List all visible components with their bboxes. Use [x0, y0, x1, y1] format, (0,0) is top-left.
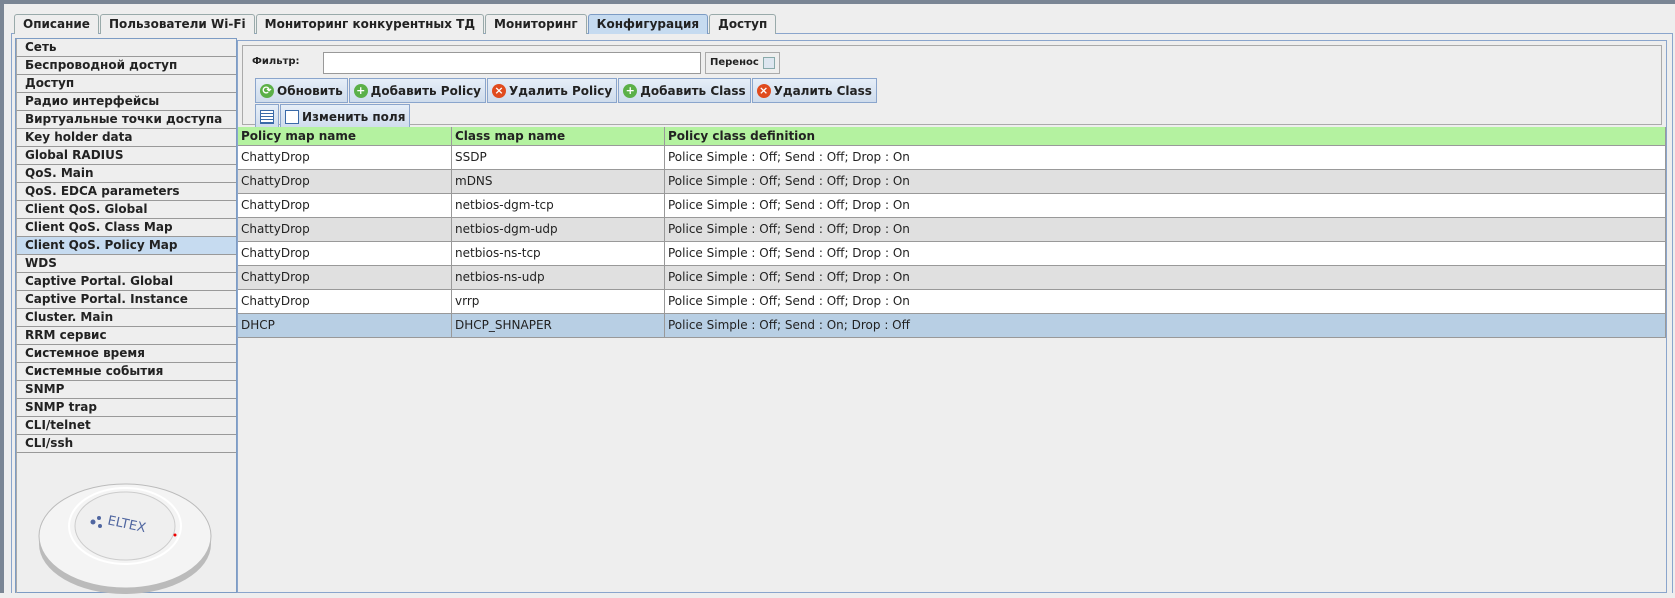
tab-5[interactable]: Доступ [709, 14, 777, 34]
refresh-label: Обновить [277, 83, 343, 98]
table-row[interactable]: ChattyDrop SSDP Police Simple : Off; Send … [238, 146, 1666, 170]
window-top-border [0, 0, 1675, 4]
table-cell: Police Simple : Off; Send : Off; Drop : … [665, 266, 1666, 289]
table-row[interactable]: DHCP DHCP_SHNAPER Police Simple : Off; Sen… [238, 314, 1666, 338]
tab-0[interactable]: Описание [14, 14, 99, 34]
refresh-icon: ⟳ [260, 83, 274, 98]
edit-fields-button[interactable]: Изменить поля [280, 104, 411, 129]
sidebar-item[interactable]: Captive Portal. Global [16, 273, 236, 291]
sidebar-item[interactable]: CLI/telnet [16, 417, 236, 435]
table-row[interactable]: ChattyDrop netbios-dgm-udp Police Simple :… [238, 218, 1666, 242]
sidebar-item[interactable]: Доступ [16, 75, 236, 93]
table-cell: Police Simple : Off; Send : Off; Drop : … [665, 290, 1666, 313]
table-cell: DHCP [238, 314, 452, 337]
table-cell: ChattyDrop [238, 218, 452, 241]
table-row[interactable]: ChattyDrop vrrp Police Simple : Off; Send … [238, 290, 1666, 314]
table-cell: Police Simple : Off; Send : Off; Drop : … [665, 170, 1666, 193]
sidebar-item[interactable]: Global RADIUS [16, 147, 236, 165]
tab-3[interactable]: Мониторинг [485, 14, 587, 34]
delete-policy-button[interactable]: × Удалить Policy [487, 78, 618, 103]
delete-icon: × [756, 83, 771, 98]
delete-policy-label: Удалить Policy [509, 83, 613, 98]
policy-map-panel: Фильтр: Перенос ⟳ Обновить + Добавить Poli… [237, 40, 1667, 593]
table-cell: ChattyDrop [238, 194, 452, 217]
table-cell: Police Simple : Off; Send : Off; Drop : … [665, 218, 1666, 241]
wrap-label: Перенос [710, 57, 759, 68]
sidebar-item[interactable]: RRM сервис [16, 327, 236, 345]
device-image: ELTEX [38, 483, 212, 594]
delete-icon: × [492, 83, 507, 98]
column-header[interactable]: Class map name [452, 127, 665, 145]
table-cell: ChattyDrop [238, 266, 452, 289]
sidebar-item[interactable]: Беспроводной доступ [16, 57, 236, 75]
checkbox-icon[interactable] [762, 57, 775, 69]
filter-input[interactable] [323, 52, 701, 74]
list-icon [260, 109, 274, 124]
table-cell: vrrp [452, 290, 665, 313]
column-header[interactable]: Policy map name [238, 127, 452, 145]
sidebar-item[interactable]: SNMP [16, 381, 236, 399]
refresh-button[interactable]: ⟳ Обновить [255, 78, 348, 103]
wrap-checkbox[interactable]: Перенос [705, 52, 780, 74]
table-row[interactable]: ChattyDrop mDNS Police Simple : Off; Send … [238, 170, 1666, 194]
add-class-button[interactable]: + Добавить Class [618, 78, 751, 103]
table-cell: DHCP_SHNAPER [452, 314, 665, 337]
table-row[interactable]: ChattyDrop netbios-ns-tcp Police Simple : … [238, 242, 1666, 266]
table-cell: ChattyDrop [238, 146, 452, 169]
table-cell: netbios-ns-tcp [452, 242, 665, 265]
table-cell: netbios-ns-udp [452, 266, 665, 289]
table-cell: SSDP [452, 146, 665, 169]
tab-2[interactable]: Мониторинг конкурентных ТД [255, 14, 485, 34]
table-cell: Police Simple : Off; Send : Off; Drop : … [665, 242, 1666, 265]
edit-fields-label: Изменить поля [302, 109, 406, 124]
table-cell: ChattyDrop [238, 242, 452, 265]
sidebar-item[interactable]: Captive Portal. Instance [16, 291, 236, 309]
content-frame [11, 33, 1673, 593]
sidebar-item[interactable]: QoS. Main [16, 165, 236, 183]
sidebar-item[interactable]: Системные события [16, 363, 236, 381]
list-view-button[interactable] [255, 104, 279, 129]
add-policy-label: Добавить Policy [370, 83, 482, 98]
edit-fields-icon [285, 109, 299, 124]
column-header[interactable]: Policy class definition [665, 127, 1666, 145]
add-class-label: Добавить Class [640, 83, 746, 98]
sidebar-item[interactable]: Виртуальные точки доступа [16, 111, 236, 129]
sidebar-item[interactable]: WDS [16, 255, 236, 273]
table-cell: Police Simple : Off; Send : Off; Drop : … [665, 146, 1666, 169]
sidebar-item[interactable]: Системное время [16, 345, 236, 363]
table-header: Policy map name Class map name Policy clas… [238, 127, 1666, 146]
sidebar-item[interactable]: Сеть [16, 39, 236, 57]
toolbar: Фильтр: Перенос ⟳ Обновить + Добавить Poli… [242, 45, 1662, 129]
table-cell: Police Simple : Off; Send : On; Drop : O… [665, 314, 1666, 337]
sidebar-item[interactable]: Client QoS. Class Map [16, 219, 236, 237]
table-row[interactable]: ChattyDrop netbios-ns-udp Police Simple : … [238, 266, 1666, 290]
sidebar-item[interactable]: SNMP trap [16, 399, 236, 417]
table-cell: netbios-dgm-tcp [452, 194, 665, 217]
tab-4[interactable]: Конфигурация [587, 14, 709, 34]
delete-class-button[interactable]: × Удалить Class [751, 78, 877, 103]
sidebar-item[interactable]: Client QoS. Global [16, 201, 236, 219]
filter-label: Фильтр: [252, 56, 300, 67]
plus-icon: + [623, 83, 638, 98]
add-policy-button[interactable]: + Добавить Policy [348, 78, 487, 103]
sidebar-item[interactable]: Радио интерфейсы [16, 93, 236, 111]
delete-class-label: Удалить Class [773, 83, 872, 98]
table-cell: mDNS [452, 170, 665, 193]
sidebar-item[interactable]: Key holder data [16, 129, 236, 147]
table-row[interactable]: ChattyDrop netbios-dgm-tcp Police Simple :… [238, 194, 1666, 218]
sidebar: Сеть Беспроводной доступ Доступ Радио интер… [15, 38, 237, 594]
sidebar-item[interactable]: CLI/ssh [16, 435, 236, 453]
tab-1[interactable]: Пользователи Wi-Fi [99, 14, 255, 34]
sidebar-item[interactable]: Client QoS. Policy Map [16, 237, 236, 255]
sidebar-item[interactable]: Cluster. Main [16, 309, 236, 327]
table-cell: ChattyDrop [238, 170, 452, 193]
table-cell: ChattyDrop [238, 290, 452, 313]
table-cell: netbios-dgm-udp [452, 218, 665, 241]
policy-map-table: Policy map name Class map name Policy clas… [238, 127, 1666, 338]
table-cell: Police Simple : Off; Send : Off; Drop : … [665, 194, 1666, 217]
window-left-border [0, 0, 4, 593]
main-tabs: Описание Пользователи Wi-Fi Мониторинг кон… [14, 14, 777, 34]
sidebar-item[interactable]: QoS. EDCA parameters [16, 183, 236, 201]
plus-icon: + [353, 83, 368, 98]
